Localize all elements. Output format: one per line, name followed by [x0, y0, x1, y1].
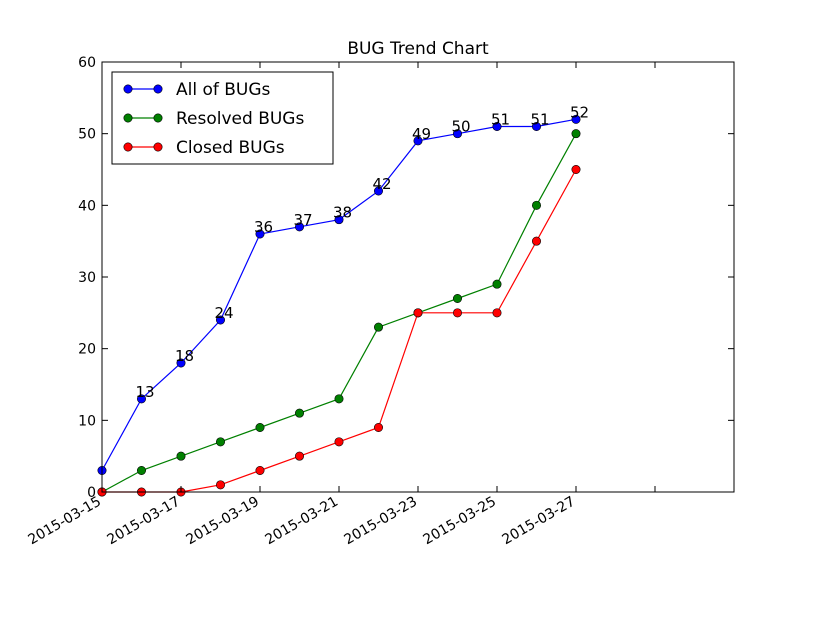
data-point — [531, 200, 541, 210]
data-point — [334, 394, 344, 404]
data-point — [255, 229, 265, 239]
data-point — [137, 394, 147, 404]
data-point — [413, 136, 423, 146]
data-point — [492, 122, 502, 132]
data-point — [334, 437, 344, 447]
legend-marker — [123, 113, 133, 123]
data-point — [334, 215, 344, 225]
y-tick-label: 60 — [78, 55, 96, 71]
legend-marker — [153, 113, 163, 123]
data-label: 52 — [570, 103, 589, 121]
data-point — [452, 293, 462, 303]
y-tick-label: 40 — [78, 198, 96, 214]
data-label: 42 — [373, 175, 392, 193]
y-tick-label: 30 — [78, 270, 96, 286]
x-tick-label: 2015-03-17 — [105, 494, 183, 549]
data-point — [137, 465, 147, 475]
series-line-0 — [101, 118, 577, 471]
data-label: 51 — [491, 111, 510, 129]
x-tick-label: 2015-03-23 — [342, 494, 420, 549]
data-point — [413, 308, 423, 318]
chart-title: BUG Trend Chart — [347, 39, 489, 59]
plot-area: 13 18 24 36 37 38 42 49 50 51 51 52 — [97, 103, 589, 497]
data-point — [571, 114, 581, 124]
data-point — [216, 315, 226, 325]
data-label: 13 — [136, 383, 155, 401]
data-point — [531, 122, 541, 132]
y-tick-label: 50 — [78, 127, 96, 143]
data-point — [571, 129, 581, 139]
data-label: 50 — [452, 118, 471, 136]
legend-marker — [153, 142, 163, 152]
data-point — [255, 422, 265, 432]
data-point — [373, 186, 383, 196]
data-point — [255, 465, 265, 475]
data-point — [294, 222, 304, 232]
data-label: 24 — [215, 304, 234, 322]
legend-marker — [123, 142, 133, 152]
x-tick-label: 2015-03-15 — [26, 494, 104, 549]
data-point — [492, 279, 502, 289]
data-label: 18 — [175, 347, 194, 365]
x-tick-label: 2015-03-19 — [184, 494, 262, 549]
legend-label: Closed BUGs — [176, 138, 285, 158]
data-point — [452, 129, 462, 139]
data-point — [373, 422, 383, 432]
y-tick-label: 10 — [78, 413, 96, 429]
data-label: 49 — [412, 125, 431, 143]
data-point — [531, 236, 541, 246]
data-point — [294, 408, 304, 418]
legend-label: All of BUGs — [176, 80, 271, 100]
data-point — [216, 437, 226, 447]
data-label: 51 — [531, 111, 550, 129]
data-label: 38 — [333, 204, 352, 222]
data-point — [571, 165, 581, 175]
x-tick-label: 2015-03-21 — [263, 494, 341, 549]
legend-label: Resolved BUGs — [176, 109, 304, 129]
data-point — [294, 451, 304, 461]
legend-marker — [123, 84, 133, 94]
x-tick-label: 2015-03-25 — [421, 494, 499, 549]
data-point — [176, 358, 186, 368]
x-tick-label: 2015-03-27 — [500, 494, 578, 549]
data-point — [176, 451, 186, 461]
data-label: 36 — [254, 218, 273, 236]
data-point — [373, 322, 383, 332]
y-tick-label: 0 — [87, 485, 96, 501]
data-label: 37 — [294, 211, 313, 229]
y-tick-label: 20 — [78, 342, 96, 358]
legend: All of BUGs Resolved BUGs Closed BUGs — [111, 71, 334, 165]
data-point — [452, 308, 462, 318]
data-point — [216, 480, 226, 490]
data-point — [492, 308, 502, 318]
legend-marker — [153, 84, 163, 94]
